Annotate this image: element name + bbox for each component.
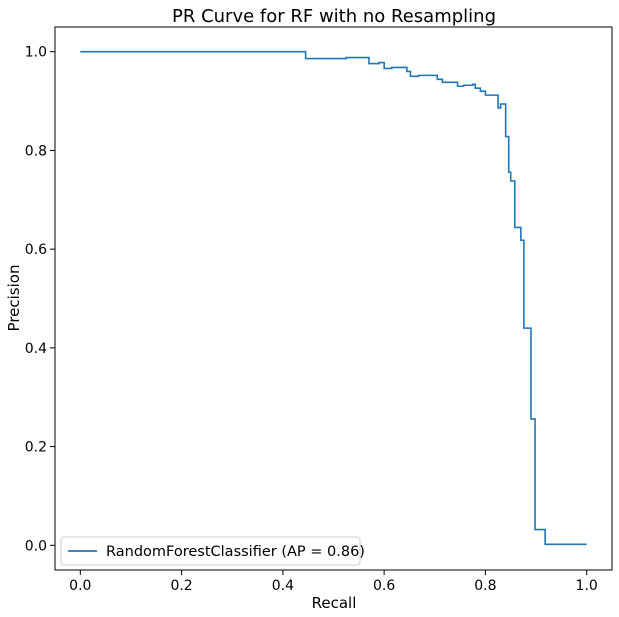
chart-title: PR Curve for RF with no Resampling [172,6,496,27]
x-tick-label: 0.8 [474,578,496,594]
pr-curve-line [80,50,587,546]
legend-box [60,536,361,566]
y-tick-label: 0.2 [25,440,47,456]
x-tick-label: 0.2 [170,578,192,594]
legend: RandomForestClassifier (AP = 0.86) [60,536,365,566]
y-tick-label: 1.0 [25,45,47,61]
x-tick-label: 0.4 [272,578,294,594]
legend-label: RandomForestClassifier (AP = 0.86) [106,544,365,560]
y-tick-label: 0.0 [25,538,47,554]
x-tick-label: 1.0 [576,578,598,594]
x-axis-label: Recall [312,594,357,612]
y-axis: 0.0 0.2 0.4 0.6 0.8 1.0 [25,45,55,554]
x-axis: 0.0 0.2 0.4 0.6 0.8 1.0 [69,570,598,594]
plot-area: 0.0 0.2 0.4 0.6 0.8 1.0 0.0 0.2 0.4 0.6 0.8 1.0 [25,26,613,594]
plot-frame [54,26,613,571]
y-axis-label: Precision [5,265,23,332]
y-tick-label: 0.4 [25,341,47,357]
series-layer [80,50,587,546]
x-tick-label: 0.0 [69,578,91,594]
x-tick-label: 0.6 [373,578,395,594]
y-tick-label: 0.8 [25,143,47,159]
y-tick-label: 0.6 [25,242,47,258]
